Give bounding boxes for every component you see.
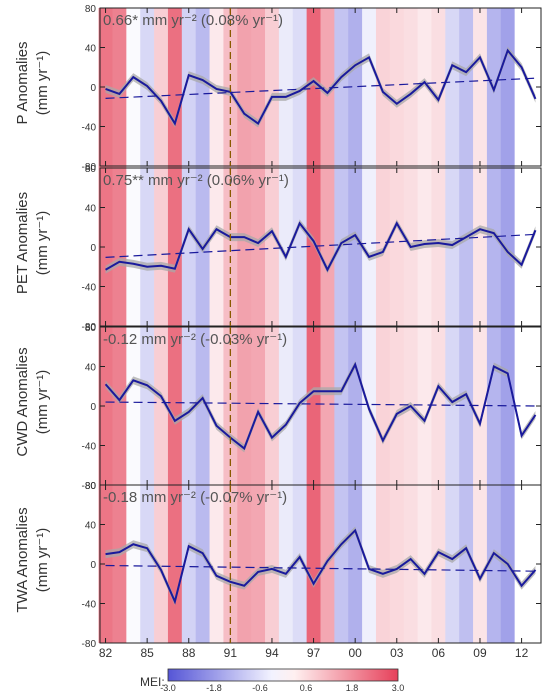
y-tick-label: -80 <box>82 639 97 650</box>
colorbar-tick-label: -3.0 <box>160 683 176 693</box>
y-tick-label: 80 <box>85 4 97 15</box>
trend-annotation: 0.66* mm yr⁻² (0.08% yr⁻¹) <box>103 12 283 29</box>
trend-annotation: -0.12 mm yr⁻² (-0.03% yr⁻¹) <box>103 331 287 348</box>
colorbar-label: MEI: <box>140 675 165 689</box>
colorbar-tick-label: -0.6 <box>252 683 268 693</box>
colorbar-tick-label: -1.8 <box>206 683 222 693</box>
y-tick-label: -40 <box>82 442 97 453</box>
y-tick-label: -40 <box>82 600 97 611</box>
colorbar-tick-label: 0.6 <box>300 683 313 693</box>
y-tick-label: -80 <box>82 322 97 333</box>
y-tick-label: -40 <box>82 123 97 134</box>
y-axis-label: TWA Anomalies <box>14 507 31 612</box>
trend-line <box>105 564 536 572</box>
y-axis-label: P Anomalies <box>14 41 31 124</box>
panel-4: -80 -40 0 40 80 TWA Anomalies (mm yr⁻¹) -0.18 m… <box>14 481 542 650</box>
trend-annotation: -0.18 mm yr⁻² (-0.07% yr⁻¹) <box>103 489 287 506</box>
anomaly-line <box>105 221 537 272</box>
trend-annotation: 0.75** mm yr⁻² (0.06% yr⁻¹) <box>103 172 289 189</box>
y-tick-label: 40 <box>85 521 97 532</box>
anomaly-line <box>104 361 537 451</box>
y-tick-label: 80 <box>85 323 97 334</box>
y-tick-label: 0 <box>90 560 96 571</box>
colorbar-gradient <box>167 668 399 682</box>
y-tick-label: -80 <box>82 162 97 173</box>
y-tick-label: 40 <box>85 44 97 55</box>
y-tick-label: -80 <box>82 481 97 492</box>
x-tick-label: 03 <box>390 646 404 660</box>
trend-line <box>105 401 536 407</box>
x-tick-label: 82 <box>99 646 113 660</box>
colorbar: MEI: -3.0 -1.8 -0.6 0.6 1.8 3.0 <box>140 668 405 693</box>
x-tick-label: 88 <box>182 646 196 660</box>
y-axis-unit: (mm yr⁻¹) <box>34 528 51 593</box>
y-tick-label: 40 <box>85 363 97 374</box>
y-axis-unit: (mm yr⁻¹) <box>34 370 51 435</box>
x-tick-label: 06 <box>432 646 446 660</box>
colorbar-tick-label: 3.0 <box>392 683 405 693</box>
y-tick-label: 80 <box>85 481 97 492</box>
y-tick-label: 0 <box>90 243 96 254</box>
y-tick-label: -40 <box>82 283 97 294</box>
x-tick-label: 09 <box>473 646 487 660</box>
x-axis: 82 85 88 91 94 97 00 03 06 09 12 <box>99 646 529 660</box>
x-tick-label: 12 <box>515 646 529 660</box>
x-tick-label: 94 <box>265 646 279 660</box>
y-tick-label: 80 <box>85 164 97 175</box>
y-axis-unit: (mm yr⁻¹) <box>34 211 51 276</box>
anomaly-line <box>105 528 537 605</box>
y-axis-label: CWD Anomalies <box>14 347 31 456</box>
x-tick-label: 00 <box>348 646 362 660</box>
y-axis-label: PET Anomalies <box>14 192 31 294</box>
y-tick-label: 0 <box>90 83 96 94</box>
y-axis-unit: (mm yr⁻¹) <box>34 51 51 116</box>
x-tick-label: 85 <box>140 646 154 660</box>
panel-1: -80 -40 0 40 80 P Anomalies (mm yr⁻¹) 0.66* mm … <box>14 4 542 173</box>
y-tick-label: 40 <box>85 204 97 215</box>
colorbar-tick-label: 1.8 <box>346 683 359 693</box>
x-tick-label: 97 <box>307 646 321 660</box>
panel-2: -80 -40 0 40 80 PET Anomalies (mm yr⁻¹) 0.75** … <box>14 164 542 333</box>
x-tick-label: 91 <box>224 646 238 660</box>
anomaly-line <box>105 48 537 127</box>
y-tick-label: 0 <box>90 402 96 413</box>
